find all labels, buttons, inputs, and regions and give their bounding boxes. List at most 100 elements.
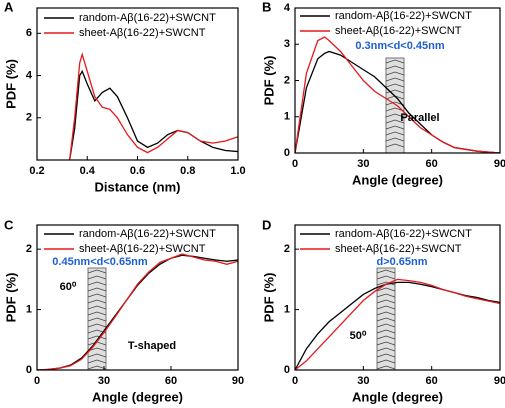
nanotube-ring xyxy=(87,311,107,316)
nanotube-ring xyxy=(376,359,396,364)
y-axis-label: PDF (%) xyxy=(261,56,276,106)
nanotube xyxy=(87,267,107,371)
annotation: d>0.65nm xyxy=(376,256,427,268)
x-tick-label: 30 xyxy=(357,158,369,170)
plot-frame xyxy=(36,224,239,371)
x-tick-label: 0.6 xyxy=(130,165,145,177)
legend-label: random-Aβ(16-22)+SWCNT xyxy=(335,10,472,22)
x-tick-label: 60 xyxy=(426,158,438,170)
legend-label: random-Aβ(16-22)+SWCNT xyxy=(79,228,216,240)
y-tick-label: 2 xyxy=(284,74,290,86)
x-axis-label: Angle (degree) xyxy=(352,389,443,404)
y-tick-label: 0 xyxy=(26,364,32,376)
x-axis-label: Angle (degree) xyxy=(352,172,443,187)
legend-label: random-Aβ(16-22)+SWCNT xyxy=(335,228,472,240)
nanotube-ring xyxy=(87,299,107,304)
nanotube-ring xyxy=(87,323,107,328)
panel-label: A xyxy=(4,0,14,14)
nanotube-ring xyxy=(87,281,107,286)
y-tick-label: 2 xyxy=(26,112,32,124)
x-tick-label: 30 xyxy=(98,375,110,387)
nanotube-ring xyxy=(385,119,405,124)
nanotube-ring xyxy=(87,353,107,358)
y-tick-label: 0 xyxy=(284,147,290,159)
x-tick-label: 0 xyxy=(292,375,298,387)
series-line xyxy=(69,69,239,161)
x-tick-label: 90 xyxy=(232,375,244,387)
nanotube-ring xyxy=(385,143,405,148)
nanotube-ring xyxy=(385,77,405,82)
nanotube-ring xyxy=(385,65,405,70)
x-tick-label: 90 xyxy=(494,375,505,387)
nanotube-ring xyxy=(376,317,396,322)
series-line xyxy=(294,281,501,371)
nanotube-ring xyxy=(385,137,405,142)
nanotube-ring xyxy=(376,353,396,358)
nanotube-ring xyxy=(376,311,396,316)
annotation: 50⁰ xyxy=(350,330,367,342)
nanotube-ring xyxy=(87,269,107,274)
legend-label: sheet-Aβ(16-22)+SWCNT xyxy=(79,243,206,255)
y-tick-label: 1 xyxy=(284,111,290,123)
nanotube-ring xyxy=(87,275,107,280)
legend-label: sheet-Aβ(16-22)+SWCNT xyxy=(335,243,462,255)
y-tick-label: 1 xyxy=(26,303,32,315)
legend-label: random-Aβ(16-22)+SWCNT xyxy=(79,12,216,24)
annotation: 0.3nm<d<0.45nm xyxy=(355,40,444,52)
y-tick-label: 1 xyxy=(284,303,290,315)
annotation: T-shaped xyxy=(128,340,176,352)
nanotube-ring xyxy=(376,299,396,304)
panel-label: B xyxy=(262,0,271,14)
y-tick-label: 6 xyxy=(26,27,32,39)
x-axis-label: Distance (nm) xyxy=(95,179,181,194)
series-line xyxy=(69,52,239,161)
x-tick-label: 30 xyxy=(357,375,369,387)
y-axis-label: PDF (%) xyxy=(3,273,18,323)
panel-label: C xyxy=(4,217,14,232)
nanotube-ring xyxy=(376,341,396,346)
x-tick-label: 0 xyxy=(34,375,40,387)
nanotube-ring xyxy=(87,347,107,352)
nanotube-ring xyxy=(87,335,107,340)
nanotube-ring xyxy=(87,365,107,370)
nanotube-ring xyxy=(376,365,396,370)
x-tick-label: 0.8 xyxy=(180,165,195,177)
annotation: 60⁰ xyxy=(60,281,77,293)
nanotube-ring xyxy=(385,83,405,88)
x-tick-label: 90 xyxy=(494,158,505,170)
y-tick-label: 2 xyxy=(26,243,32,255)
y-axis-label: PDF (%) xyxy=(261,273,276,323)
x-tick-label: 1.0 xyxy=(230,165,245,177)
series-line xyxy=(294,278,501,371)
legend-label: sheet-Aβ(16-22)+SWCNT xyxy=(79,27,206,39)
nanotube-ring xyxy=(376,347,396,352)
y-tick-label: 4 xyxy=(26,69,33,81)
nanotube-ring xyxy=(376,281,396,286)
annotation: Parallel xyxy=(400,112,439,124)
y-tick-label: 0 xyxy=(284,364,290,376)
nanotube-ring xyxy=(385,131,405,136)
nanotube-ring xyxy=(376,269,396,274)
x-axis-label: Angle (degree) xyxy=(92,389,183,404)
nanotube-ring xyxy=(385,89,405,94)
annotation: 0.45nm<d<0.65nm xyxy=(52,256,148,268)
nanotube-ring xyxy=(376,335,396,340)
nanotube-ring xyxy=(87,287,107,292)
nanotube-ring xyxy=(87,317,107,322)
series-line xyxy=(294,36,501,154)
y-tick-label: 2 xyxy=(284,243,290,255)
nanotube-ring xyxy=(376,329,396,334)
nanotube-ring xyxy=(376,275,396,280)
x-tick-label: 0.4 xyxy=(80,165,96,177)
nanotube-ring xyxy=(385,113,405,118)
y-axis-label: PDF (%) xyxy=(3,59,18,109)
plot-frame xyxy=(294,224,501,371)
y-tick-label: 4 xyxy=(284,2,291,14)
y-tick-label: 3 xyxy=(284,38,290,50)
x-tick-label: 60 xyxy=(426,375,438,387)
nanotube-ring xyxy=(385,71,405,76)
nanotube-ring xyxy=(87,359,107,364)
nanotube-ring xyxy=(385,59,405,64)
series-line xyxy=(36,254,239,371)
